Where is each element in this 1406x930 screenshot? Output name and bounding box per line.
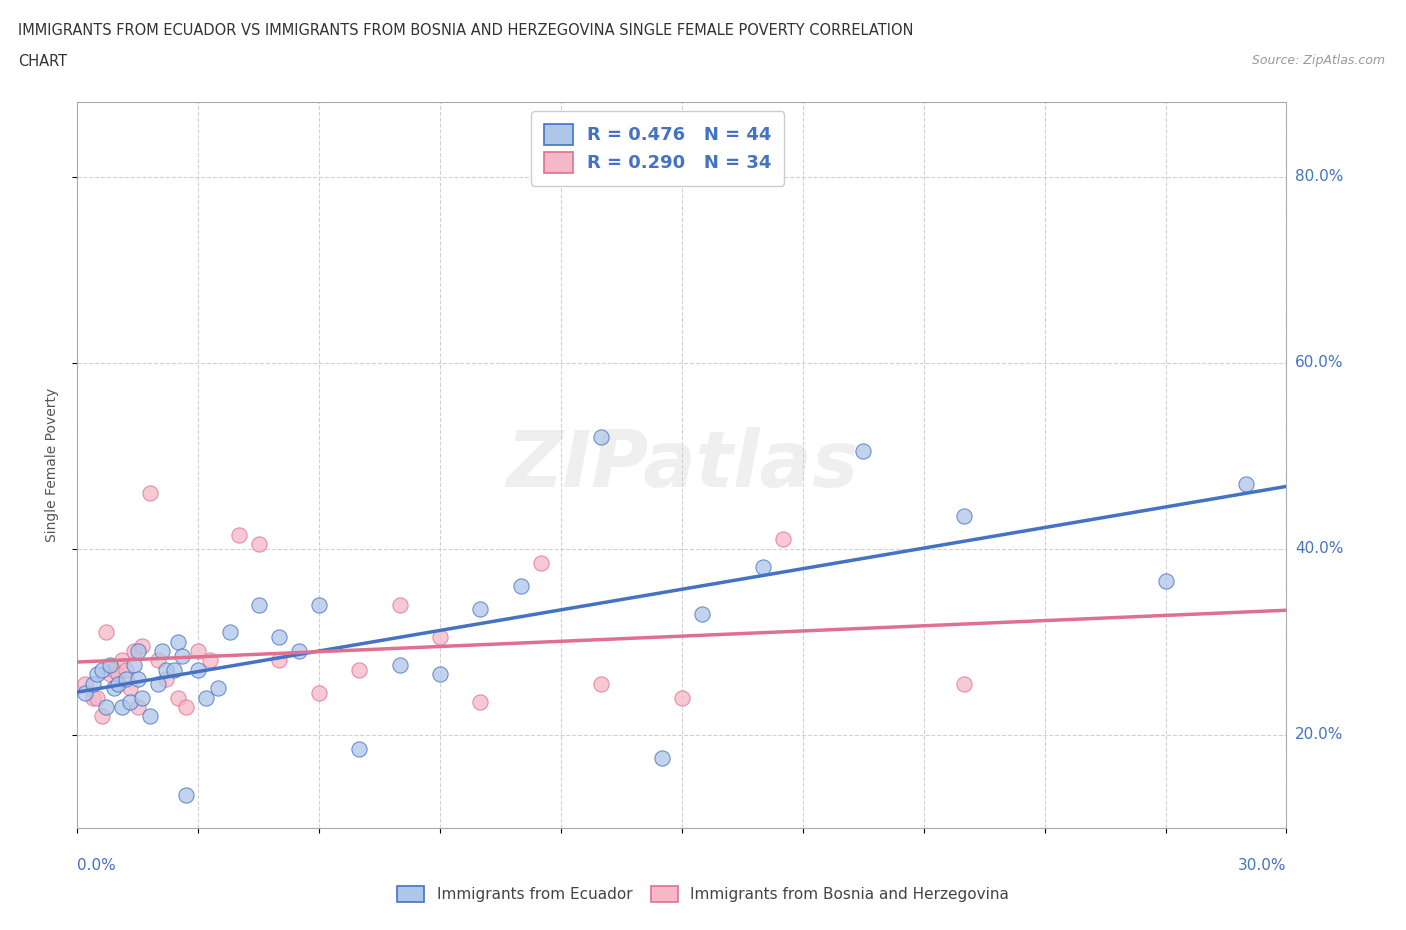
Point <box>429 630 451 644</box>
Point <box>111 699 134 714</box>
Point <box>139 485 162 500</box>
Point <box>111 653 134 668</box>
Point <box>94 625 117 640</box>
Point <box>146 653 169 668</box>
Point <box>187 662 209 677</box>
Point <box>167 634 190 649</box>
Point <box>146 676 169 691</box>
Point <box>530 555 553 570</box>
Text: 20.0%: 20.0% <box>1295 727 1343 742</box>
Legend: Immigrants from Ecuador, Immigrants from Bosnia and Herzegovina: Immigrants from Ecuador, Immigrants from… <box>388 877 1018 911</box>
Point <box>122 658 145 672</box>
Point <box>127 671 149 686</box>
Legend: R = 0.476   N = 44, R = 0.290   N = 34: R = 0.476 N = 44, R = 0.290 N = 34 <box>531 112 785 186</box>
Point <box>953 509 976 524</box>
Point <box>195 690 218 705</box>
Point <box>131 639 153 654</box>
Point <box>219 625 242 640</box>
Point <box>114 662 136 677</box>
Point <box>155 671 177 686</box>
Point <box>207 681 229 696</box>
Point <box>127 644 149 658</box>
Point <box>651 751 673 765</box>
Point <box>103 662 125 677</box>
Point <box>671 690 693 705</box>
Point <box>591 676 613 691</box>
Point <box>139 709 162 724</box>
Point <box>267 653 290 668</box>
Point <box>174 788 197 803</box>
Point <box>187 644 209 658</box>
Point <box>75 676 97 691</box>
Point <box>107 676 129 691</box>
Point <box>82 676 104 691</box>
Point <box>118 681 141 696</box>
Point <box>150 644 173 658</box>
Point <box>82 690 104 705</box>
Point <box>953 676 976 691</box>
Point <box>247 597 270 612</box>
Point <box>247 537 270 551</box>
Point <box>308 597 330 612</box>
Point <box>388 597 411 612</box>
Text: Source: ZipAtlas.com: Source: ZipAtlas.com <box>1251 54 1385 67</box>
Point <box>118 695 141 710</box>
Point <box>429 667 451 682</box>
Point <box>86 690 108 705</box>
Point <box>470 695 492 710</box>
Point <box>1154 574 1177 589</box>
Point <box>388 658 411 672</box>
Point <box>167 690 190 705</box>
Text: 40.0%: 40.0% <box>1295 541 1343 556</box>
Point <box>690 606 713 621</box>
Point <box>852 444 875 458</box>
Point <box>131 690 153 705</box>
Point <box>267 630 290 644</box>
Point <box>228 527 250 542</box>
Point <box>349 662 371 677</box>
Point <box>98 667 121 682</box>
Point <box>155 662 177 677</box>
Text: 80.0%: 80.0% <box>1295 169 1343 184</box>
Point <box>75 685 97 700</box>
Point <box>470 602 492 617</box>
Point <box>114 671 136 686</box>
Point <box>90 662 112 677</box>
Point <box>98 658 121 672</box>
Point <box>172 648 194 663</box>
Point <box>772 532 794 547</box>
Text: ZIPatlas: ZIPatlas <box>506 427 858 503</box>
Text: CHART: CHART <box>18 54 67 69</box>
Text: 30.0%: 30.0% <box>1239 858 1286 873</box>
Point <box>86 667 108 682</box>
Point <box>122 644 145 658</box>
Text: 0.0%: 0.0% <box>77 858 117 873</box>
Point <box>90 709 112 724</box>
Point <box>1234 476 1257 491</box>
Point <box>174 699 197 714</box>
Point <box>288 644 311 658</box>
Point <box>103 681 125 696</box>
Point <box>200 653 222 668</box>
Point <box>107 667 129 682</box>
Point <box>308 685 330 700</box>
Text: 60.0%: 60.0% <box>1295 355 1343 370</box>
Point <box>509 578 531 593</box>
Point <box>127 699 149 714</box>
Point <box>349 741 371 756</box>
Point <box>751 560 773 575</box>
Point <box>591 430 613 445</box>
Y-axis label: Single Female Poverty: Single Female Poverty <box>45 388 59 542</box>
Point <box>163 662 186 677</box>
Text: IMMIGRANTS FROM ECUADOR VS IMMIGRANTS FROM BOSNIA AND HERZEGOVINA SINGLE FEMALE : IMMIGRANTS FROM ECUADOR VS IMMIGRANTS FR… <box>18 23 914 38</box>
Point <box>94 699 117 714</box>
